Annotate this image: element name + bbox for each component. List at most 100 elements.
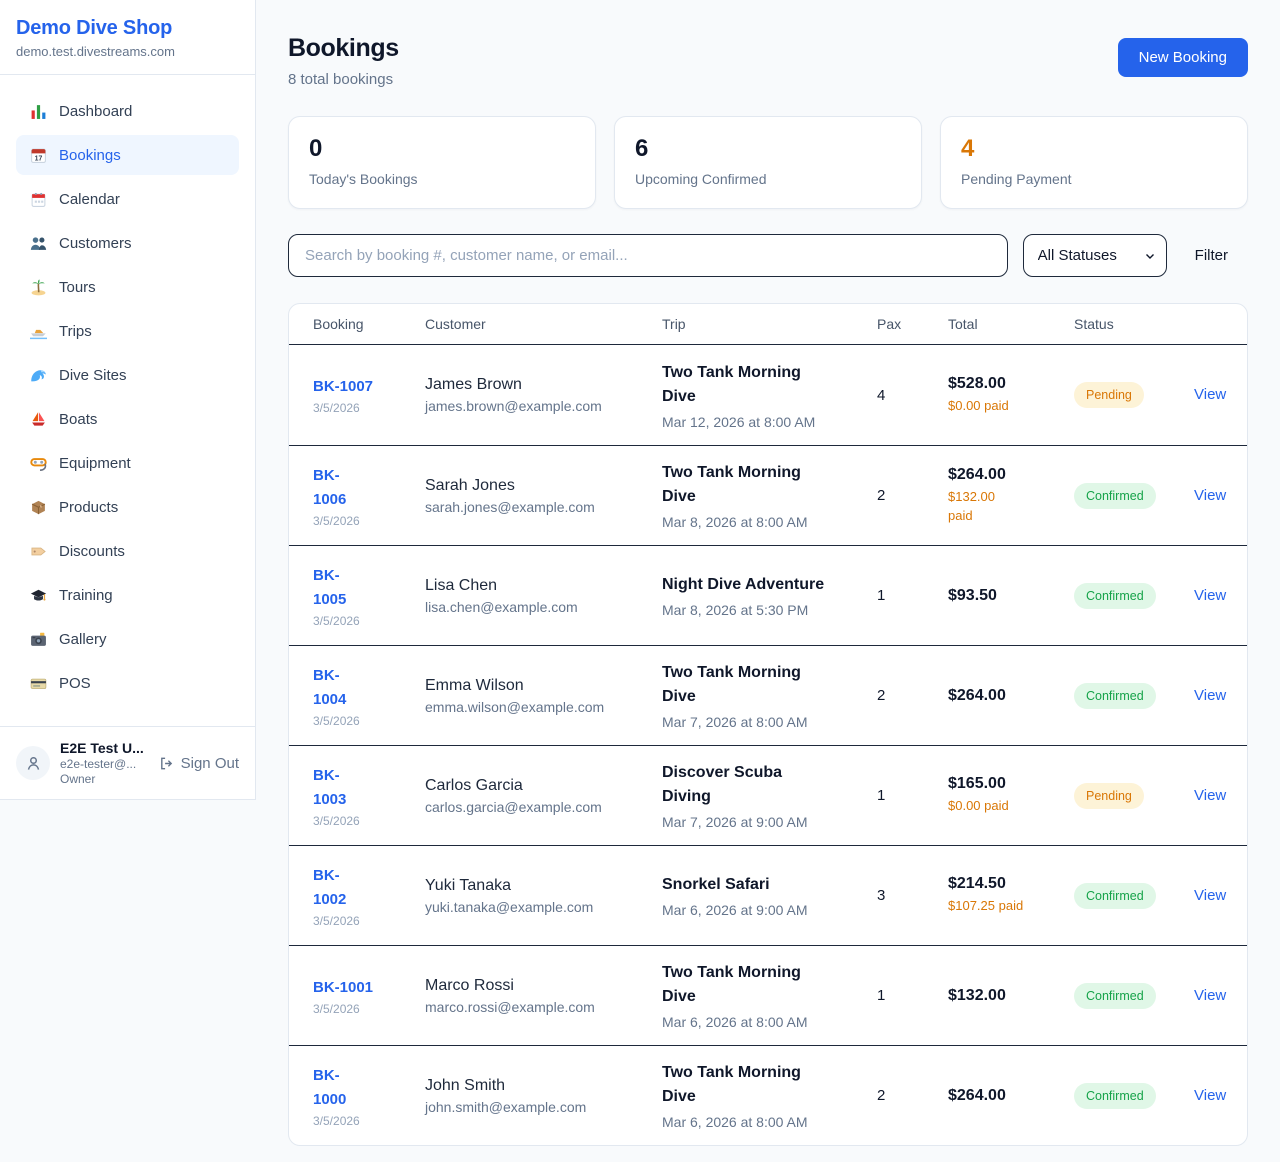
status-badge: Confirmed: [1074, 1082, 1156, 1109]
status-select-wrap: All Statuses: [1022, 234, 1167, 277]
actions-cell: View: [1194, 787, 1226, 805]
trip-datetime: Mar 8, 2026 at 5:30 PM: [662, 602, 809, 618]
table-row: BK-1007 3/5/2026 James Brown james.brown…: [289, 345, 1247, 445]
pax-cell: 2: [877, 687, 886, 704]
sidebar-item-label: Discounts: [59, 542, 125, 560]
total-cell: $528.00 $0.00 paid: [948, 375, 1074, 416]
sidebar-item-boats[interactable]: Boats: [16, 399, 239, 439]
new-booking-button[interactable]: New Booking: [1117, 38, 1248, 77]
customer-cell: Yuki Tanaka yuki.tanaka@example.com: [425, 877, 662, 915]
sidebar-item-discounts[interactable]: Discounts: [16, 531, 239, 571]
view-link[interactable]: View: [1194, 686, 1227, 704]
spiral-calendar-icon: [30, 191, 47, 208]
filter-row: All Statuses Filter: [288, 234, 1248, 277]
pax-cell: 4: [877, 386, 886, 404]
search-input[interactable]: [288, 234, 1008, 277]
sidebar-item-label: POS: [59, 674, 91, 692]
view-link[interactable]: View: [1194, 486, 1227, 504]
trip-name: Two Tank Morning Dive: [662, 1064, 801, 1105]
booking-code-link[interactable]: BK-1007: [313, 378, 374, 395]
customer-cell: Emma Wilson emma.wilson@example.com: [425, 677, 662, 715]
view-link[interactable]: View: [1194, 786, 1227, 804]
status-badge: Pending: [1074, 382, 1144, 408]
tearoff-calendar-icon: 17: [30, 147, 47, 164]
sidebar-nav: Dashboard 17 Bookings Calendar Customers…: [0, 75, 255, 726]
booking-code-link[interactable]: BK-1001: [313, 978, 374, 996]
booking-code-link[interactable]: BK- 1005: [313, 566, 347, 608]
total-amount: $132.00: [948, 986, 1006, 1004]
island-icon: [30, 278, 47, 296]
filter-button[interactable]: Filter: [1194, 247, 1228, 264]
trip-cell: Two Tank Morning Dive Mar 7, 2026 at 8:0…: [662, 661, 877, 730]
user-name: E2E Test U...: [60, 740, 144, 756]
sidebar-item-label: Dashboard: [59, 102, 133, 120]
tag-icon: [30, 543, 47, 560]
customer-email: lisa.chen@example.com: [425, 598, 578, 615]
booking-date: 3/5/2026: [313, 813, 360, 828]
booking-cell: BK- 1003 3/5/2026: [313, 764, 425, 828]
pax-cell: 3: [877, 887, 886, 904]
pax-cell: 2: [877, 1087, 886, 1104]
sidebar-item-dive-sites[interactable]: Dive Sites: [16, 355, 239, 395]
status-badge: Confirmed: [1074, 482, 1156, 509]
customer-cell: James Brown james.brown@example.com: [425, 376, 662, 414]
status-cell: Confirmed: [1074, 1082, 1194, 1109]
sailboat-icon: [30, 411, 47, 428]
status-select[interactable]: All Statuses: [1022, 234, 1167, 277]
main-content: Bookings 8 total bookings New Booking 0 …: [256, 0, 1280, 1162]
sidebar-item-tours[interactable]: Tours: [16, 267, 239, 307]
sidebar-item-equipment[interactable]: Equipment: [16, 443, 239, 483]
total-amount: $93.50: [948, 586, 997, 604]
sidebar-item-label: Boats: [59, 410, 98, 428]
sidebar-item-training[interactable]: Training: [16, 575, 239, 615]
sidebar-item-pos[interactable]: POS: [16, 663, 239, 703]
view-link[interactable]: View: [1194, 386, 1227, 403]
customer-name: Sarah Jones: [425, 476, 515, 494]
total-amount: $214.50: [948, 875, 1006, 893]
view-link[interactable]: View: [1194, 1086, 1227, 1104]
booking-code-link[interactable]: BK- 1000: [313, 1066, 347, 1108]
view-link[interactable]: View: [1194, 586, 1227, 604]
customer-name: Lisa Chen: [425, 576, 498, 594]
sidebar-item-calendar[interactable]: Calendar: [16, 179, 239, 219]
person-icon: [27, 756, 39, 770]
total-amount: $264.00: [948, 1086, 1006, 1104]
table-body: BK-1007 3/5/2026 James Brown james.brown…: [289, 345, 1247, 1145]
booking-code-link[interactable]: BK- 1006: [313, 466, 347, 508]
sidebar-item-dashboard[interactable]: Dashboard: [16, 91, 239, 131]
column-header-total: Total: [948, 316, 978, 332]
status-cell: Confirmed: [1074, 482, 1194, 509]
status-cell: Confirmed: [1074, 982, 1194, 1009]
sidebar-item-label: Trips: [59, 322, 92, 340]
total-cell: $264.00: [948, 687, 1074, 705]
sidebar-item-bookings[interactable]: 17 Bookings: [16, 135, 239, 175]
customer-name: Emma Wilson: [425, 676, 524, 694]
view-link[interactable]: View: [1194, 886, 1227, 904]
total-cell: $264.00: [948, 1087, 1074, 1105]
table-row: BK- 1004 3/5/2026 Emma Wilson emma.wilso…: [289, 645, 1247, 745]
customer-email: emma.wilson@example.com: [425, 698, 605, 715]
booking-date: 3/5/2026: [313, 513, 360, 528]
table-row: BK- 1006 3/5/2026 Sarah Jones sarah.jone…: [289, 445, 1247, 545]
booking-code-link[interactable]: BK- 1002: [313, 866, 347, 908]
booking-code-link[interactable]: BK- 1004: [313, 666, 347, 708]
sign-out-label: Sign Out: [180, 754, 239, 772]
sidebar-item-products[interactable]: Products: [16, 487, 239, 527]
sidebar-item-trips[interactable]: Trips: [16, 311, 239, 351]
sidebar-item-customers[interactable]: Customers: [16, 223, 239, 263]
booking-code-link[interactable]: BK- 1003: [313, 766, 347, 808]
booking-date: 3/5/2026: [313, 913, 360, 928]
total-cell: $132.00: [948, 987, 1074, 1005]
trip-datetime: Mar 6, 2026 at 8:00 AM: [662, 1014, 808, 1030]
sidebar-item-label: Equipment: [59, 454, 131, 472]
sidebar-item-gallery[interactable]: Gallery: [16, 619, 239, 659]
sign-out-button[interactable]: Sign Out: [159, 755, 239, 772]
view-link[interactable]: View: [1194, 986, 1227, 1004]
booking-cell: BK- 1000 3/5/2026: [313, 1064, 425, 1128]
status-cell: Confirmed: [1074, 582, 1194, 609]
trip-name: Snorkel Safari: [662, 876, 770, 893]
table-row: BK- 1000 3/5/2026 John Smith john.smith@…: [289, 1045, 1247, 1145]
page-title: Bookings: [288, 34, 399, 62]
customer-email: marco.rossi@example.com: [425, 998, 595, 1015]
booking-date: 3/5/2026: [313, 401, 360, 415]
